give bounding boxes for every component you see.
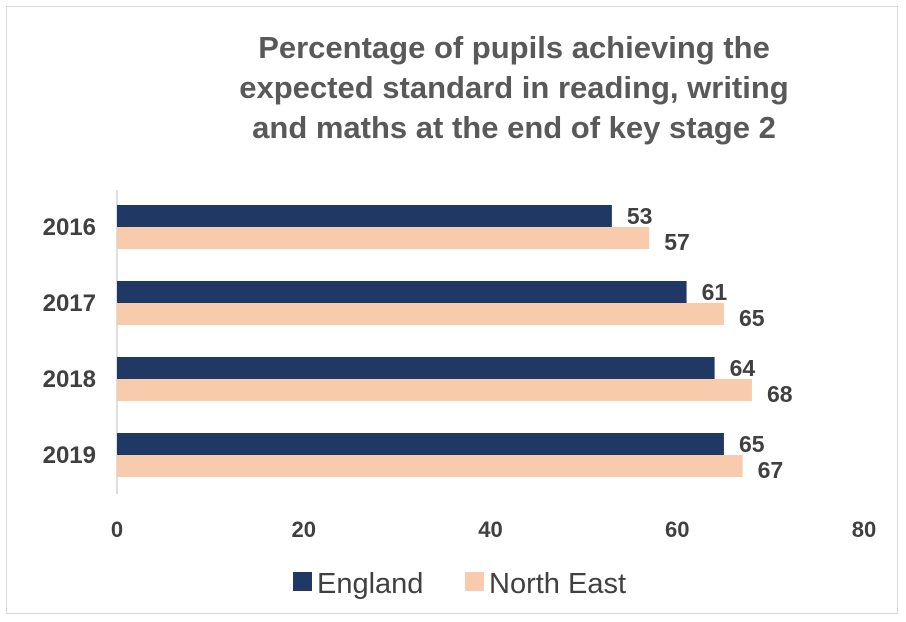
- x-tick-label: 80: [852, 517, 876, 542]
- chart-title: Percentage of pupils achieving the expect…: [239, 30, 789, 145]
- data-label: 53: [627, 203, 653, 229]
- x-tick-label: 40: [478, 517, 502, 542]
- chart-title-line: and maths at the end of key stage 2: [252, 110, 776, 145]
- chart-title-line: expected standard in reading, writing: [239, 70, 789, 105]
- data-label: 65: [739, 431, 765, 457]
- data-label: 68: [767, 381, 793, 407]
- legend-label: England: [317, 568, 423, 600]
- bar: [117, 357, 715, 379]
- data-label: 64: [730, 355, 756, 381]
- category-label: 2017: [43, 290, 96, 317]
- data-label: 67: [758, 457, 784, 483]
- bar: [117, 303, 724, 325]
- bars: [117, 205, 752, 477]
- data-label: 65: [739, 305, 765, 331]
- x-tick-label: 20: [292, 517, 316, 542]
- bar: [117, 455, 743, 477]
- legend-label: North East: [489, 568, 626, 600]
- bar: [117, 205, 612, 227]
- legend-swatch: [465, 572, 484, 591]
- chart-title-line: Percentage of pupils achieving the: [258, 30, 770, 65]
- legend: England North East: [293, 568, 626, 600]
- bar: [117, 433, 724, 455]
- x-tick-label: 0: [111, 517, 123, 542]
- category-label: 2019: [43, 442, 96, 469]
- data-label: 61: [702, 279, 728, 305]
- bar: [117, 281, 687, 303]
- category-label: 2018: [43, 366, 96, 393]
- category-label: 2016: [43, 214, 96, 241]
- legend-swatch: [293, 572, 312, 591]
- bar: [117, 227, 650, 249]
- x-tick-label: 60: [665, 517, 689, 542]
- data-label: 57: [664, 229, 690, 255]
- bar: [117, 379, 752, 401]
